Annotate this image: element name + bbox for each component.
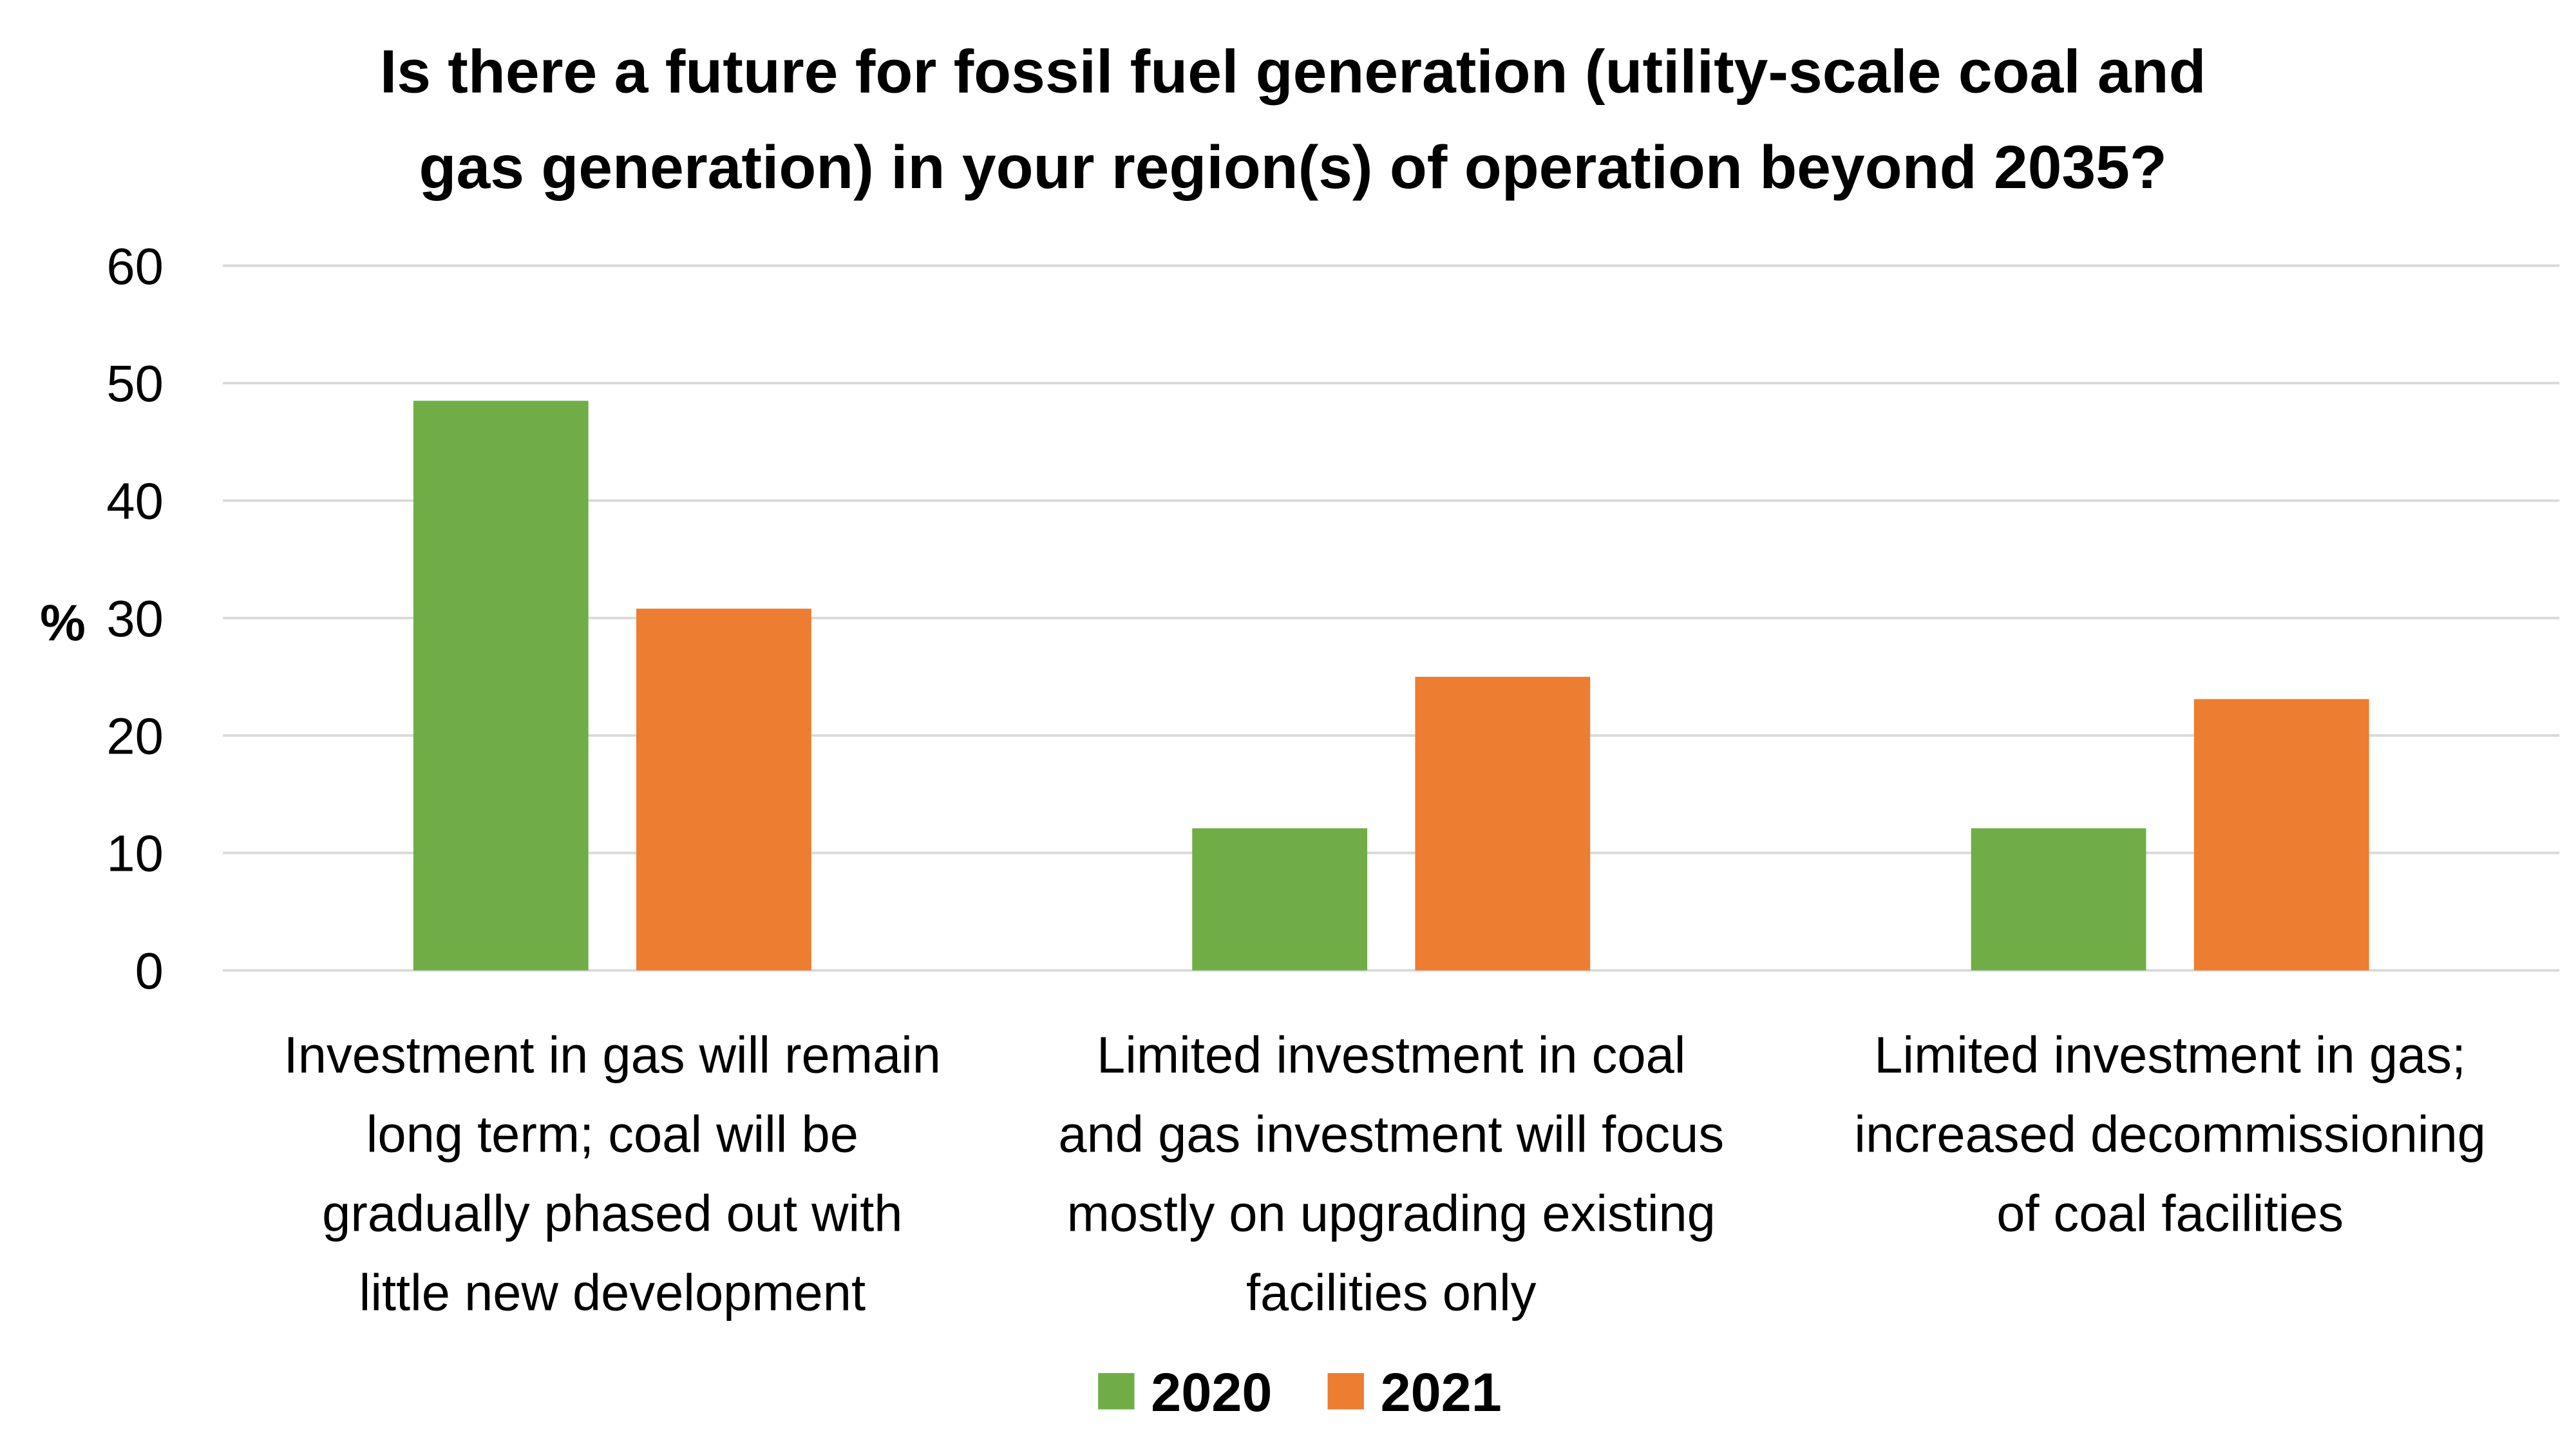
y-tick-label: 40 [106, 473, 163, 530]
y-tick-label: 50 [106, 355, 163, 412]
legend-swatch-2021 [1327, 1373, 1364, 1410]
x-category-label: facilities only [1246, 1264, 1537, 1321]
y-tick-label: 30 [106, 590, 163, 647]
chart-title-line-1: Is there a future for fossil fuel genera… [380, 38, 2206, 106]
y-axis-label: % [40, 594, 86, 651]
bar-2020-2 [1192, 828, 1368, 971]
x-category-label: Investment in gas will remain [284, 1027, 941, 1084]
x-category-label: gradually phased out with [322, 1185, 902, 1242]
y-tick-label: 10 [106, 825, 163, 882]
y-tick-label: 0 [135, 942, 164, 999]
x-category-label: mostly on upgrading existing [1067, 1185, 1716, 1242]
bar-2021-2 [1415, 676, 1591, 971]
x-category-label: Limited investment in coal [1097, 1027, 1685, 1084]
legend-label-2020: 2020 [1151, 1361, 1272, 1423]
y-tick-label: 60 [106, 238, 163, 295]
bar-2020-1 [413, 401, 589, 971]
x-category-label: long term; coal will be [366, 1106, 858, 1163]
legend-swatch-2020 [1098, 1373, 1135, 1410]
x-category-label: Limited investment in gas; [1874, 1027, 2466, 1084]
chart-title-line-2: gas generation) in your region(s) of ope… [419, 133, 2167, 202]
x-category-label: of coal facilities [1996, 1185, 2344, 1242]
legend-label-2021: 2021 [1381, 1361, 1502, 1423]
bar-2021-3 [2193, 699, 2369, 971]
bar-2020-3 [1971, 828, 2146, 971]
bar-2021-1 [636, 609, 811, 971]
x-category-label: increased decommissioning [1854, 1106, 2486, 1163]
y-tick-label: 20 [106, 707, 163, 764]
x-category-label: and gas investment will focus [1058, 1106, 1724, 1163]
x-category-label: little new development [359, 1264, 866, 1321]
